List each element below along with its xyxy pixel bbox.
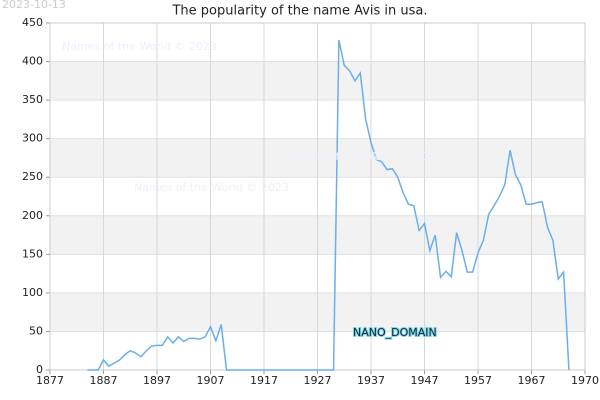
x-tick-label: 1957 [464,374,492,387]
x-tick-label: 1877 [36,374,64,387]
y-tick-label: 400 [22,55,43,68]
x-tick-label: 1970 [571,374,599,387]
domain-label: NANO_DOMAIN [353,326,437,339]
chart-title: The popularity of the name Avis in usa. [171,4,427,19]
x-tick-label: 1927 [304,374,332,387]
watermark: Names of the World © 2023 [62,40,217,53]
y-tick-label: 350 [22,93,43,106]
y-tick-label: 250 [22,170,43,183]
y-tick-label: 300 [22,132,43,145]
y-tick-label: 100 [22,286,43,299]
y-tick-label: 450 [22,16,43,29]
y-tick-label: 0 [36,363,43,376]
x-tick-label: 1897 [143,374,171,387]
watermark: Names of the World © 2023 [287,150,442,163]
plot-area: 0 50 100 150 200 250 300 350 400 450 1877 1887 1897 1… [22,16,599,387]
x-tick-label: 1947 [411,374,439,387]
y-tick-label: 200 [22,209,43,222]
y-tick-label: 150 [22,247,43,260]
watermark: Names of the World © 2023 [134,181,289,194]
y-tick-label: 50 [29,324,43,337]
x-tick-label: 1967 [518,374,546,387]
x-tick-label: 1887 [90,374,118,387]
line [87,39,570,371]
x-tick-label: 1907 [197,374,225,387]
date-stamp: 2023-10-13 [2,0,66,11]
x-tick-label: 1937 [357,374,385,387]
x-tick-label: 1917 [250,374,278,387]
